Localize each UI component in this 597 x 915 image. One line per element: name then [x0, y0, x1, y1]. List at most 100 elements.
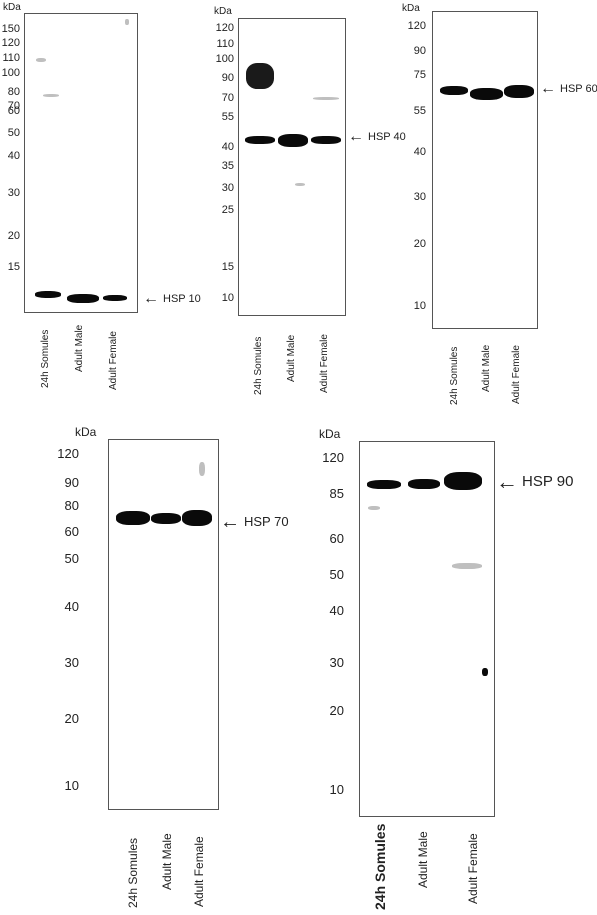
band-adult-female: [182, 510, 212, 526]
faint-band: [36, 58, 46, 62]
faint-band: [125, 19, 129, 25]
mw-tick: 55: [413, 105, 426, 117]
membrane: [24, 13, 138, 313]
faint-band: [295, 183, 305, 186]
mw-tick: 60: [64, 524, 79, 539]
faint-band: [313, 97, 339, 100]
mw-tick: 80: [64, 498, 79, 513]
mw-tick: 85: [329, 486, 344, 501]
mw-tick: 50: [329, 567, 344, 582]
unit-label: kDa: [214, 6, 232, 17]
mw-tick: 20: [7, 230, 20, 242]
mw-tick: 60: [7, 105, 20, 117]
lane-label: 24h Somules: [253, 336, 264, 395]
mw-tick: 40: [64, 599, 79, 614]
lane-label: Adult Female: [192, 836, 206, 907]
mw-tick: 150: [1, 23, 20, 35]
membrane: [238, 18, 346, 316]
mw-tick: 90: [64, 475, 79, 490]
band-24h-somules: [245, 136, 275, 144]
mw-tick: 30: [64, 655, 79, 670]
mw-tick: 40: [413, 146, 426, 158]
membrane: [108, 439, 219, 810]
lane-label: Adult Female: [511, 345, 522, 404]
mw-tick: 120: [407, 20, 426, 32]
left-arrow-icon: ←: [348, 128, 364, 145]
protein-label: HSP 90: [522, 473, 574, 490]
band-adult-male: [151, 513, 181, 524]
left-arrow-icon: ←: [220, 510, 240, 533]
mw-tick: 100: [215, 53, 234, 65]
mw-tick: 50: [64, 551, 79, 566]
band-adult-female: [444, 472, 482, 490]
lane-label: Adult Female: [319, 334, 330, 393]
mw-tick: 120: [322, 450, 344, 465]
band-arrow: ← HSP 70: [220, 510, 289, 533]
faint-band: [452, 563, 482, 569]
mw-tick: 25: [221, 204, 234, 216]
mw-tick: 40: [329, 603, 344, 618]
mw-tick: 100: [1, 67, 20, 79]
mw-tick: 20: [329, 703, 344, 718]
lane-label: Adult Female: [466, 833, 480, 904]
mw-tick: 120: [215, 22, 234, 34]
mw-tick: 70: [7, 100, 20, 112]
mw-tick: 30: [329, 655, 344, 670]
mw-tick: 30: [221, 182, 234, 194]
faint-band: [199, 462, 205, 476]
band-24h-somules: [440, 86, 468, 95]
band-adult-female: [311, 136, 341, 144]
protein-label: HSP 60: [560, 83, 597, 95]
mw-tick: 10: [64, 778, 79, 793]
band-24h-somules: [35, 291, 61, 298]
left-arrow-icon: ←: [143, 290, 159, 307]
mw-tick: 90: [413, 45, 426, 57]
lane-label: Adult Female: [108, 331, 119, 390]
lane-label: 24h Somules: [126, 837, 140, 908]
band-adult-male: [408, 479, 440, 489]
lane-label: Adult Male: [416, 831, 430, 888]
mw-tick: 80: [7, 86, 20, 98]
protein-label: HSP 10: [163, 293, 201, 305]
band-adult-male: [278, 134, 308, 147]
band-adult-male: [67, 294, 99, 303]
band-adult-female: [504, 85, 534, 98]
mw-tick: 90: [221, 72, 234, 84]
unit-label: kDa: [319, 427, 341, 441]
mw-tick: 110: [216, 38, 234, 50]
mw-tick: 20: [64, 711, 79, 726]
mw-tick: 15: [221, 261, 234, 273]
mw-tick: 35: [221, 160, 234, 172]
band-24h-somules: [367, 480, 401, 489]
band-arrow: ← HSP 40: [348, 128, 406, 145]
band-adult-male: [470, 88, 503, 100]
band-adult-female: [103, 295, 127, 301]
faint-band: [43, 94, 59, 97]
lane-label: Adult Male: [74, 324, 85, 372]
mw-tick: 120: [57, 446, 79, 461]
spot: [482, 668, 488, 676]
mw-tick: 110: [2, 52, 20, 64]
band-24h-somules: [116, 511, 150, 525]
mw-tick: 10: [329, 782, 344, 797]
unit-label: kDa: [3, 2, 21, 13]
mw-tick: 10: [221, 292, 234, 304]
left-arrow-icon: ←: [540, 80, 556, 97]
mw-tick: 10: [413, 300, 426, 312]
mw-tick: 120: [1, 37, 20, 49]
band-arrow: ← HSP 90: [496, 470, 574, 492]
mw-tick: 75: [413, 69, 426, 81]
mw-tick: 55: [221, 111, 234, 123]
unit-label: kDa: [402, 3, 420, 14]
mw-tick: 60: [329, 531, 344, 546]
lane-label: 24h Somules: [372, 823, 388, 910]
mw-tick: 20: [413, 238, 426, 250]
lane-label: 24h Somules: [40, 329, 51, 388]
mw-tick: 40: [221, 141, 234, 153]
lane-label: Adult Male: [286, 334, 297, 382]
lane-label: 24h Somules: [449, 346, 460, 405]
protein-label: HSP 40: [368, 131, 406, 143]
unit-label: kDa: [75, 425, 97, 439]
mw-tick: 70: [221, 92, 234, 104]
mw-tick: 30: [413, 191, 426, 203]
